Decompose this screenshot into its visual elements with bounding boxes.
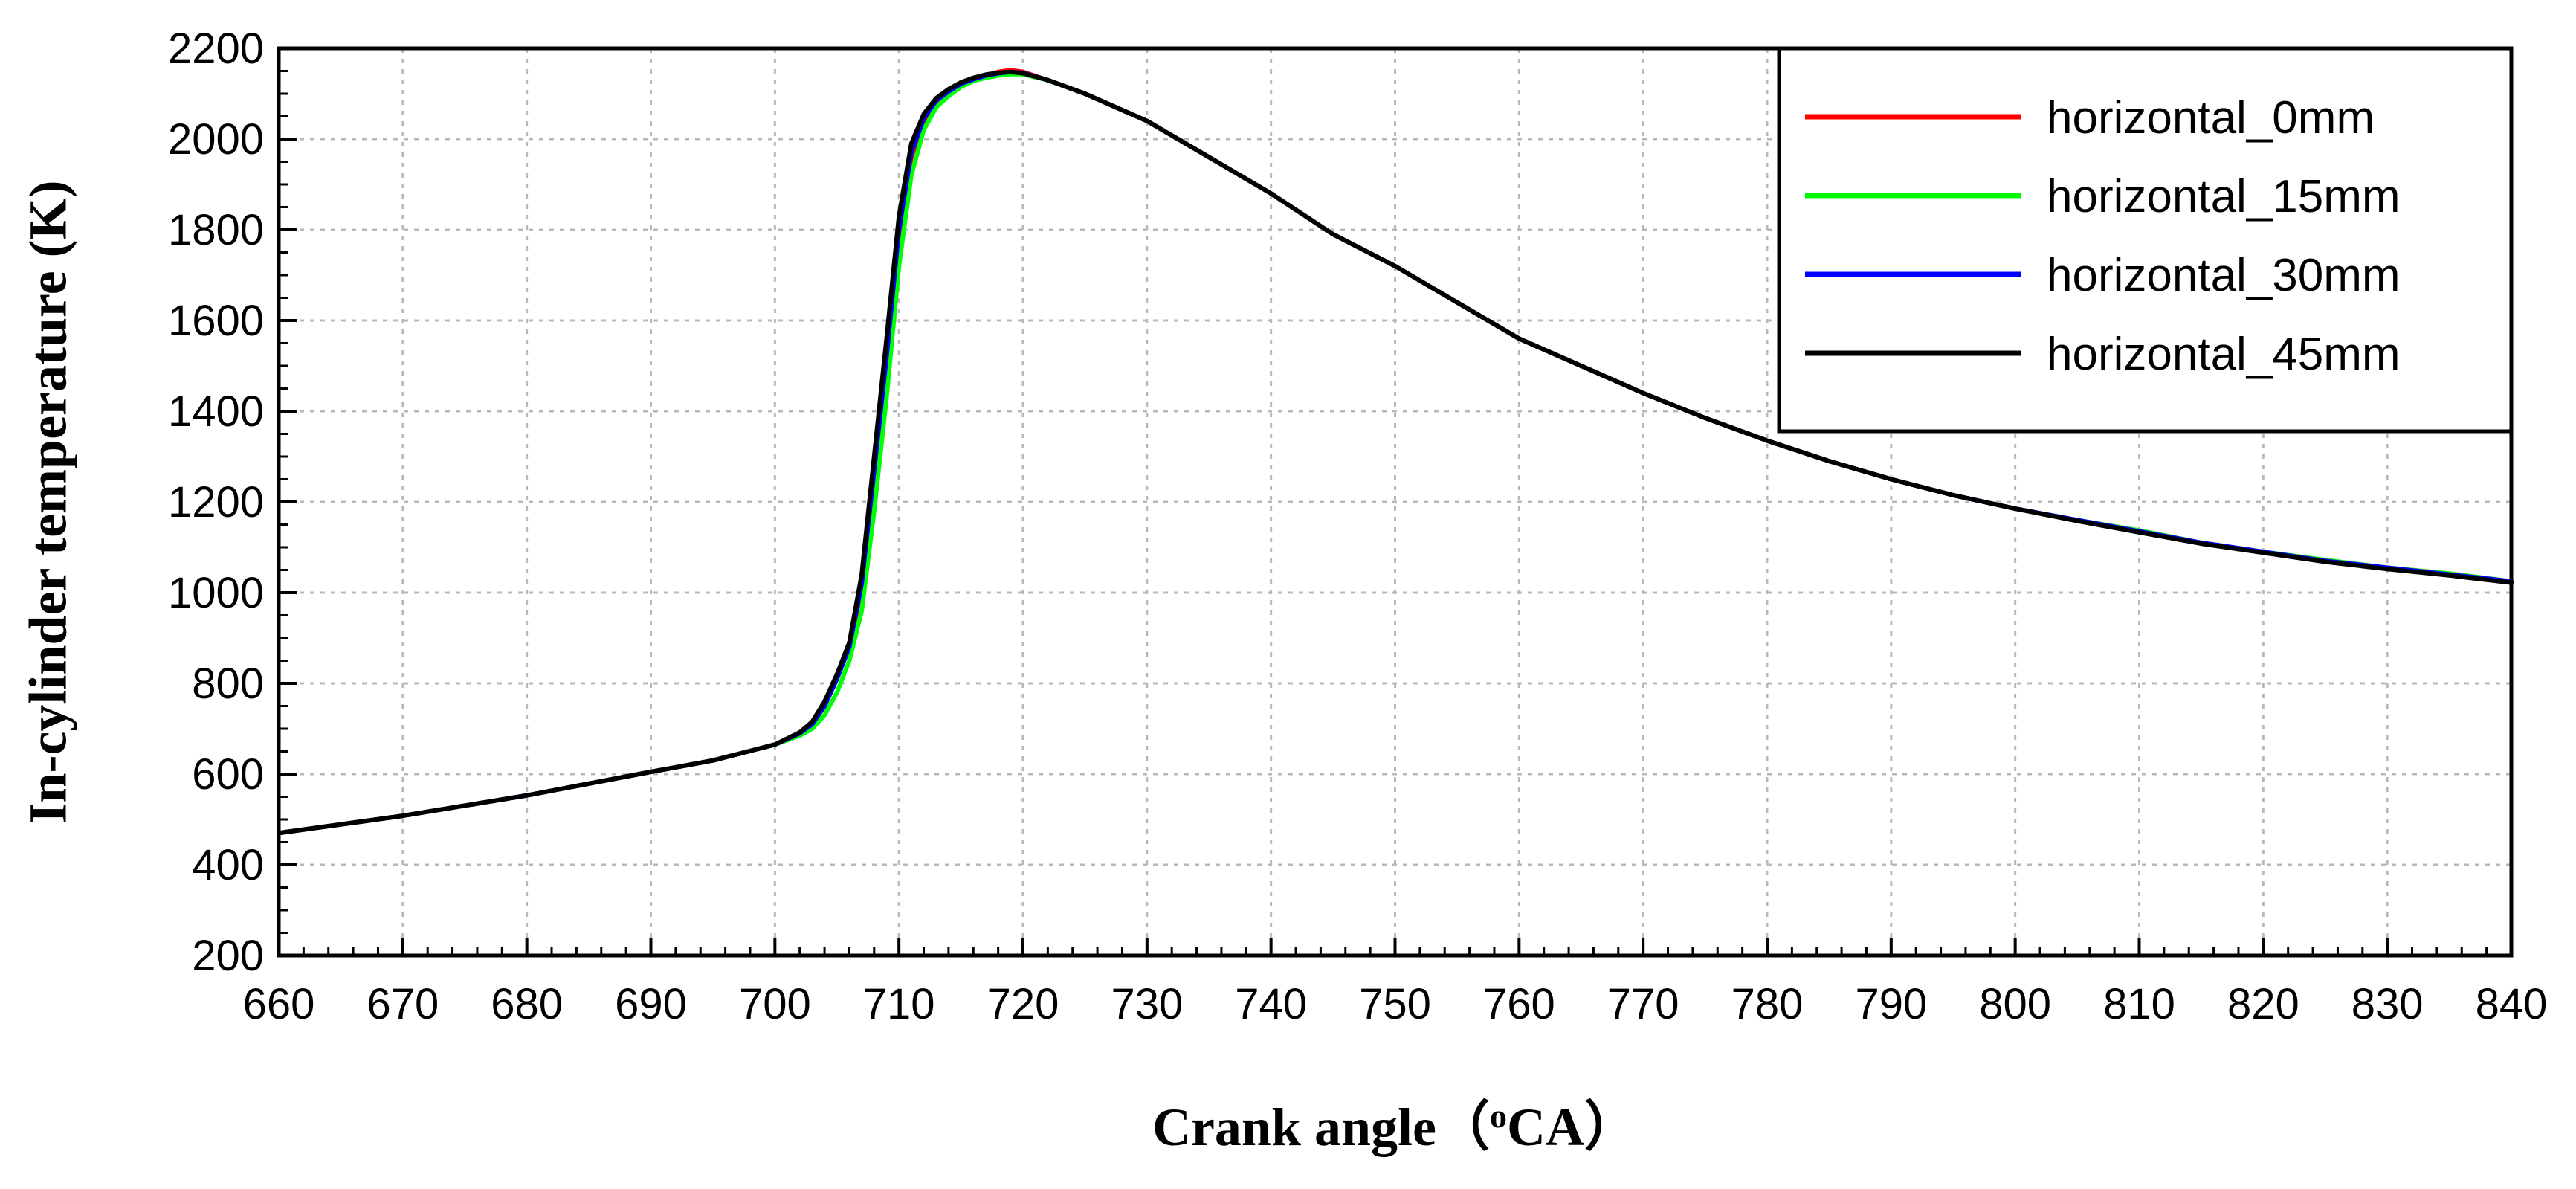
x-tick-label: 740 [1235, 980, 1307, 1028]
y-tick-label: 2000 [168, 115, 264, 164]
y-tick-label: 2200 [168, 25, 264, 73]
plot-frame [277, 46, 2514, 958]
y-tick-label: 1800 [168, 206, 264, 254]
y-axis-title: In-cylinder temperature (K) [19, 180, 78, 823]
x-axis-ticks: 660 670 680 690 700 710 720 730 740 750 760 770 780 7… [243, 938, 2548, 1028]
x-axis-title: Crank angle（oCA） [1152, 1097, 1638, 1157]
y-axis-ticks: 200 400 600 800 1000 1200 1400 1600 1800 2000 2200 [168, 25, 297, 980]
x-tick-label: 720 [987, 980, 1059, 1028]
x-axis-title-post: CA） [1507, 1098, 1638, 1157]
x-tick-label: 690 [615, 980, 687, 1028]
legend-label: horizontal_15mm [2047, 171, 2401, 222]
legend-box [1777, 46, 2514, 434]
x-tick-label: 810 [2103, 980, 2175, 1028]
x-tick-label: 830 [2351, 980, 2424, 1028]
legend-label: horizontal_30mm [2047, 250, 2401, 301]
x-tick-label: 800 [1979, 980, 2051, 1028]
x-axis-title-sup: o [1490, 1097, 1507, 1135]
x-tick-label: 750 [1359, 980, 1431, 1028]
x-tick-label: 680 [491, 980, 563, 1028]
x-tick-label: 790 [1855, 980, 1927, 1028]
x-tick-label: 780 [1731, 980, 1804, 1028]
y-tick-label: 1000 [168, 569, 264, 617]
x-tick-label: 770 [1607, 980, 1679, 1028]
y-tick-label: 1600 [168, 297, 264, 345]
y-tick-label: 600 [192, 750, 264, 799]
x-tick-label: 660 [243, 980, 315, 1028]
x-tick-label: 760 [1483, 980, 1555, 1028]
y-tick-label: 1400 [168, 387, 264, 436]
grid-lines [279, 48, 2511, 956]
y-tick-label: 800 [192, 660, 264, 708]
x-tick-label: 820 [2227, 980, 2299, 1028]
series-line-horizontal_45mm [277, 69, 2514, 836]
x-axis-title-pre: Crank angle（ [1152, 1098, 1490, 1157]
x-tick-label: 700 [739, 980, 811, 1028]
y-tick-label: 1200 [168, 478, 264, 526]
x-tick-label: 730 [1111, 980, 1183, 1028]
x-tick-label: 710 [863, 980, 935, 1028]
series-lines [277, 68, 2514, 836]
legend: horizontal_0mm horizontal_15mm horizontal_… [1777, 46, 2514, 434]
y-tick-label: 400 [192, 841, 264, 889]
legend-label: horizontal_0mm [2047, 92, 2375, 144]
x-tick-label: 840 [2476, 980, 2548, 1028]
legend-label: horizontal_45mm [2047, 329, 2401, 380]
x-tick-label: 670 [367, 980, 439, 1028]
y-tick-label: 200 [192, 932, 264, 980]
